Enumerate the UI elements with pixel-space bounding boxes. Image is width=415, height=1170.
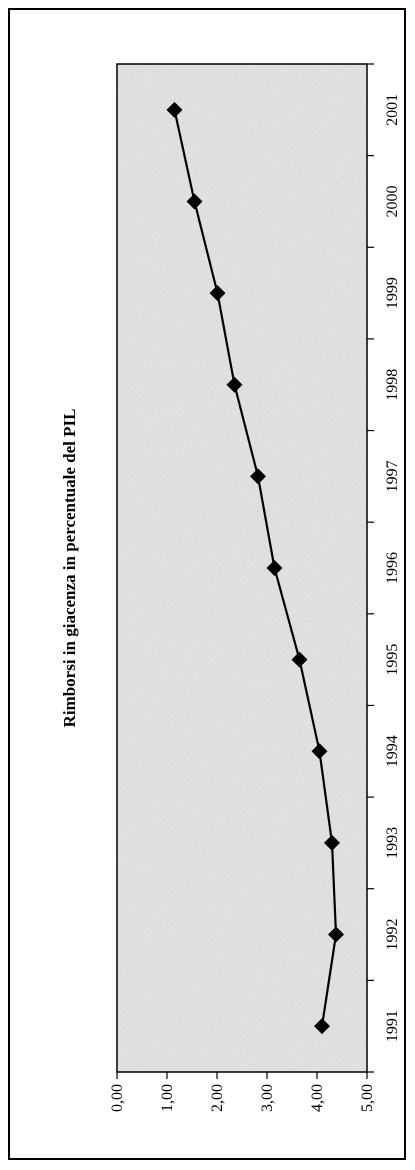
data-point-marker bbox=[324, 834, 340, 851]
data-point-marker bbox=[186, 193, 203, 210]
year-tick-label: 1992 bbox=[384, 919, 401, 951]
value-tick-label: 2,00 bbox=[209, 1084, 226, 1112]
value-tick-label: 1,00 bbox=[159, 1084, 176, 1112]
year-tick-label: 1995 bbox=[384, 644, 401, 676]
year-tick-label: 1997 bbox=[384, 460, 401, 492]
year-tick-label: 1999 bbox=[384, 277, 401, 309]
data-point-marker bbox=[209, 285, 226, 302]
year-tick-label: 1996 bbox=[384, 552, 401, 584]
value-tick-label: 0,00 bbox=[109, 1084, 126, 1112]
year-tick-label: 1991 bbox=[384, 1010, 401, 1042]
data-point-marker bbox=[311, 743, 328, 760]
year-tick-label: 1993 bbox=[384, 827, 401, 859]
year-tick-label: 2001 bbox=[384, 94, 401, 126]
year-tick-label: 1994 bbox=[384, 735, 401, 767]
year-axis-ticks: 1991 1992 1993 1994 1995 1996 1997 1998 1999 2000… bbox=[367, 63, 401, 1073]
value-tick-label: 3,00 bbox=[259, 1084, 276, 1112]
data-point-marker bbox=[328, 926, 344, 943]
data-point-marker bbox=[226, 376, 243, 393]
plot-area-border bbox=[116, 63, 368, 1073]
data-point-marker bbox=[314, 1018, 330, 1035]
chart-title: Rimborsi in giacenza in percentuale del … bbox=[60, 409, 79, 728]
value-tick-label: 5,00 bbox=[359, 1084, 376, 1112]
data-point-marker bbox=[250, 468, 266, 485]
data-point-marker bbox=[166, 101, 183, 118]
year-tick-label: 2000 bbox=[384, 185, 401, 217]
series-layer bbox=[166, 101, 344, 1035]
data-point-marker bbox=[266, 560, 283, 576]
data-point-marker bbox=[291, 651, 308, 668]
value-axis-ticks: 0,00 1,00 2,00 3,00 4,00 5,00 bbox=[109, 1072, 376, 1112]
value-tick-label: 4,00 bbox=[309, 1084, 326, 1112]
plot-area-texture bbox=[117, 64, 367, 1072]
year-tick-label: 1998 bbox=[384, 369, 401, 401]
